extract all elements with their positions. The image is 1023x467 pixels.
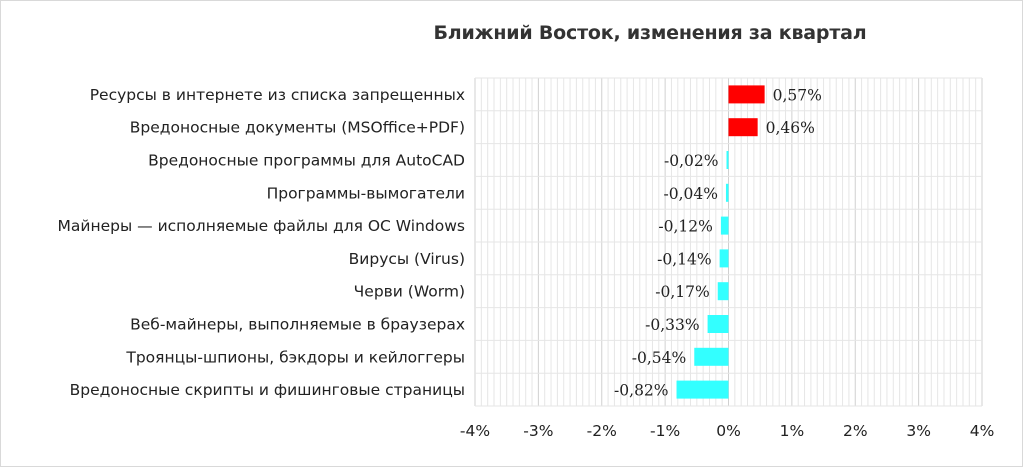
bar [720, 216, 729, 235]
chart-title: Ближний Восток, изменения за квартал [433, 22, 867, 44]
bar [719, 249, 729, 268]
x-tick-label: -2% [587, 422, 617, 440]
x-tick-label: 0% [716, 422, 741, 440]
x-tick-label: -4% [460, 422, 490, 440]
bar [728, 118, 758, 137]
x-tick-label: -1% [650, 422, 680, 440]
category-label: Вредоносные документы (MSOffice+PDF) [130, 119, 465, 137]
data-label: -0,02% [664, 152, 718, 170]
data-label: 0,46% [766, 119, 815, 137]
category-label: Майнеры — исполняемые файлы для ОС Windo… [58, 217, 465, 235]
category-label: Вредоносные скрипты и фишинговые страниц… [70, 381, 465, 399]
data-label: -0,33% [645, 316, 699, 334]
bar [717, 282, 729, 301]
data-label: -0,82% [614, 382, 668, 400]
x-tick-label: 3% [906, 422, 931, 440]
data-label: -0,54% [632, 349, 686, 367]
data-labels: 0,57% 0,46% -0,02% -0,04% -0,12% -0,14% -0,17%… [614, 86, 822, 399]
data-label: 0,57% [773, 86, 822, 104]
bar [726, 151, 729, 169]
bars-layer [676, 85, 765, 399]
category-label: Ресурсы в интернете из списка запрещенны… [90, 86, 465, 104]
bar [676, 380, 729, 399]
bar [707, 315, 729, 333]
data-label: -0,14% [657, 250, 711, 268]
x-tick-label: 2% [843, 422, 868, 440]
data-label: -0,04% [663, 185, 717, 203]
x-tick-label: 1% [780, 422, 805, 440]
data-label: -0,17% [655, 283, 709, 301]
x-tick-label: -3% [523, 422, 553, 440]
x-tick-label: 4% [970, 422, 995, 440]
category-label: Вредоносные программы для AutoCAD [148, 152, 465, 170]
bar [728, 85, 765, 104]
category-label: Вирусы (Virus) [349, 250, 465, 268]
category-label: Черви (Worm) [354, 283, 465, 301]
data-label: -0,12% [658, 218, 712, 236]
category-label: Программы-вымогатели [267, 184, 465, 202]
category-label: Веб-майнеры, выполняемые в браузерах [130, 316, 465, 334]
bar [694, 347, 729, 366]
category-label: Троянцы-шпионы, бэкдоры и кейлоггеры [125, 348, 465, 366]
category-labels: Ресурсы в интернете из списка запрещенны… [58, 86, 466, 399]
bar [725, 183, 729, 202]
x-tick-labels: -4% -3% -2% -1% 0% 1% 2% 3% 4% [460, 422, 994, 440]
